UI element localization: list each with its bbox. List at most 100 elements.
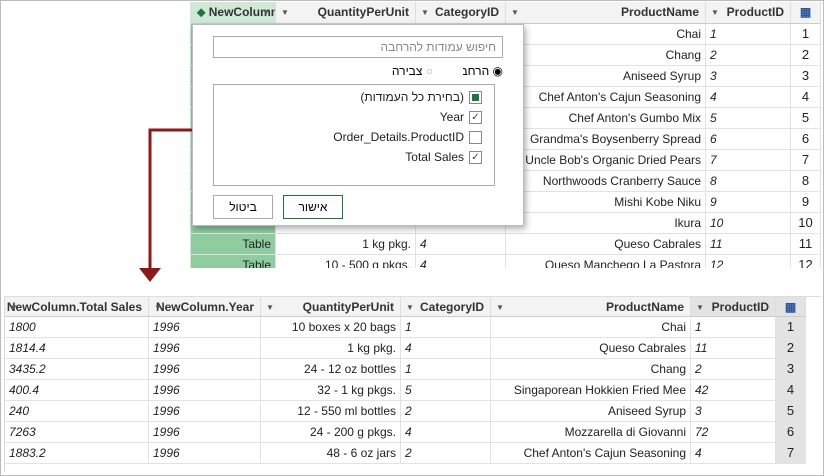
cell: 4 bbox=[401, 338, 491, 359]
cell: 11 bbox=[706, 234, 791, 255]
cell: 1996 bbox=[149, 422, 261, 443]
cell: 8 bbox=[706, 171, 791, 192]
column-option[interactable]: Total Sales ✓ bbox=[214, 149, 490, 167]
cell: 3 bbox=[691, 401, 776, 422]
column-header[interactable]: CategoryID ▼ bbox=[401, 297, 491, 317]
row-number: 9 bbox=[791, 192, 821, 213]
cell: 240 bbox=[5, 401, 149, 422]
radio-expand[interactable]: ◉ הרחבה bbox=[463, 64, 503, 80]
cell: 3 bbox=[706, 66, 791, 87]
header-label: ProductName bbox=[605, 300, 684, 314]
cell: 32 - 1 kg pkgs. bbox=[261, 380, 401, 401]
column-header[interactable]: ProductName ▼ bbox=[491, 297, 691, 317]
cancel-button[interactable]: ביטול bbox=[213, 195, 273, 219]
cell: 1814.4 bbox=[5, 338, 149, 359]
row-number: 5 bbox=[791, 108, 821, 129]
option-label: (בחירת כל העמודות) bbox=[360, 90, 464, 104]
cell: 3435.2 bbox=[5, 359, 149, 380]
checkbox[interactable] bbox=[469, 91, 482, 104]
cell: Chang bbox=[491, 359, 691, 380]
column-header[interactable]: ProductID ▼ bbox=[706, 2, 791, 24]
cell: 1 bbox=[401, 359, 491, 380]
cell: 7263 bbox=[5, 422, 149, 443]
cell: 1 kg pkg. bbox=[261, 338, 401, 359]
cell: 1996 bbox=[149, 380, 261, 401]
column-header[interactable]: QuantityPerUnit ▼ bbox=[276, 2, 416, 24]
cell: 10 bbox=[706, 213, 791, 234]
row-number: 3 bbox=[791, 66, 821, 87]
cell: 400.4 bbox=[5, 380, 149, 401]
cell: 24 - 200 g pkgs. bbox=[261, 422, 401, 443]
cell: Mishi Kobe Niku bbox=[506, 192, 706, 213]
cell: 4 bbox=[401, 422, 491, 443]
cell: 1996 bbox=[149, 443, 261, 464]
cell: 5 bbox=[401, 380, 491, 401]
header-label: ProductID bbox=[726, 5, 784, 19]
column-option[interactable]: Year ✓ bbox=[214, 109, 490, 127]
cell: Uncle Bob's Organic Dried Pears bbox=[506, 150, 706, 171]
header-label: NewColumn.Total Sales bbox=[6, 300, 142, 314]
cell: 9 bbox=[706, 192, 791, 213]
column-header[interactable]: NewColumn.Total Sales ▼ bbox=[5, 297, 149, 317]
row-number: 6 bbox=[791, 129, 821, 150]
header-label: NewColumn bbox=[208, 5, 276, 19]
cell: 2 bbox=[706, 45, 791, 66]
cell: 1 bbox=[401, 317, 491, 338]
row-number: 1 bbox=[776, 317, 806, 338]
checkbox[interactable] bbox=[469, 131, 482, 144]
ok-button[interactable]: אישור bbox=[283, 195, 343, 219]
cell: Table bbox=[191, 234, 276, 255]
cell: 42 bbox=[691, 380, 776, 401]
row-number: 4 bbox=[776, 380, 806, 401]
header-label: CategoryID bbox=[434, 5, 499, 19]
row-number: 7 bbox=[776, 443, 806, 464]
row-number: 2 bbox=[776, 338, 806, 359]
search-box[interactable]: חיפוש עמודות להרחבה bbox=[213, 36, 503, 58]
row-number: 5 bbox=[776, 401, 806, 422]
cell: 1 bbox=[706, 24, 791, 45]
cell: 4 bbox=[691, 443, 776, 464]
row-number: 8 bbox=[791, 171, 821, 192]
radio-label: צבירה bbox=[391, 64, 423, 78]
header-label: CategoryID bbox=[419, 300, 484, 314]
cell: Ikura bbox=[506, 213, 706, 234]
cell: 72 bbox=[691, 422, 776, 443]
cell: 1996 bbox=[149, 359, 261, 380]
cell: 5 bbox=[706, 108, 791, 129]
table-icon[interactable]: ▦ bbox=[791, 2, 821, 24]
column-header[interactable]: QuantityPerUnit ▼ bbox=[261, 297, 401, 317]
header-label: NewColumn.Year bbox=[155, 300, 254, 314]
cell: Chef Anton's Cajun Seasoning bbox=[506, 87, 706, 108]
column-option[interactable]: Order_Details.ProductID bbox=[214, 129, 490, 147]
cell: Queso Manchego La Pastora bbox=[506, 255, 706, 268]
checkbox[interactable]: ✓ bbox=[469, 151, 482, 164]
row-number: 4 bbox=[791, 87, 821, 108]
column-header[interactable]: ProductID ▼ bbox=[691, 297, 776, 317]
option-label: Year bbox=[439, 110, 464, 124]
header-label: QuantityPerUnit bbox=[317, 5, 409, 19]
row-number: 2 bbox=[791, 45, 821, 66]
radio-aggregate[interactable]: ○ צבירה bbox=[391, 64, 433, 78]
cell: 4 bbox=[706, 87, 791, 108]
radio-label: הרחבה bbox=[463, 64, 490, 78]
expand-dialog: חיפוש עמודות להרחבה ◉ הרחבה ○ צבירה (בחי… bbox=[192, 24, 524, 226]
cell: 48 - 6 oz jars bbox=[261, 443, 401, 464]
column-header[interactable]: ProductName ▼ bbox=[506, 2, 706, 24]
cell: 10 - 500 g pkgs. bbox=[276, 255, 416, 268]
cell: Northwoods Cranberry Sauce bbox=[506, 171, 706, 192]
column-header[interactable]: CategoryID ▼ bbox=[416, 2, 506, 24]
cell: 1883.2 bbox=[5, 443, 149, 464]
cell: 11 bbox=[691, 338, 776, 359]
column-option[interactable]: (בחירת כל העמודות) bbox=[214, 89, 490, 107]
cell: Chang bbox=[506, 45, 706, 66]
cell: Queso Cabrales bbox=[506, 234, 706, 255]
cell: 1996 bbox=[149, 401, 261, 422]
column-header[interactable]: NewColumn.Year ▼ bbox=[149, 297, 261, 317]
table-icon[interactable]: ▦ bbox=[776, 297, 806, 317]
cell: 1 bbox=[691, 317, 776, 338]
cell: Mozzarella di Giovanni bbox=[491, 422, 691, 443]
row-number: 6 bbox=[776, 422, 806, 443]
column-header[interactable]: ⬥ NewColumn ▼ bbox=[191, 2, 276, 24]
checkbox[interactable]: ✓ bbox=[469, 111, 482, 124]
